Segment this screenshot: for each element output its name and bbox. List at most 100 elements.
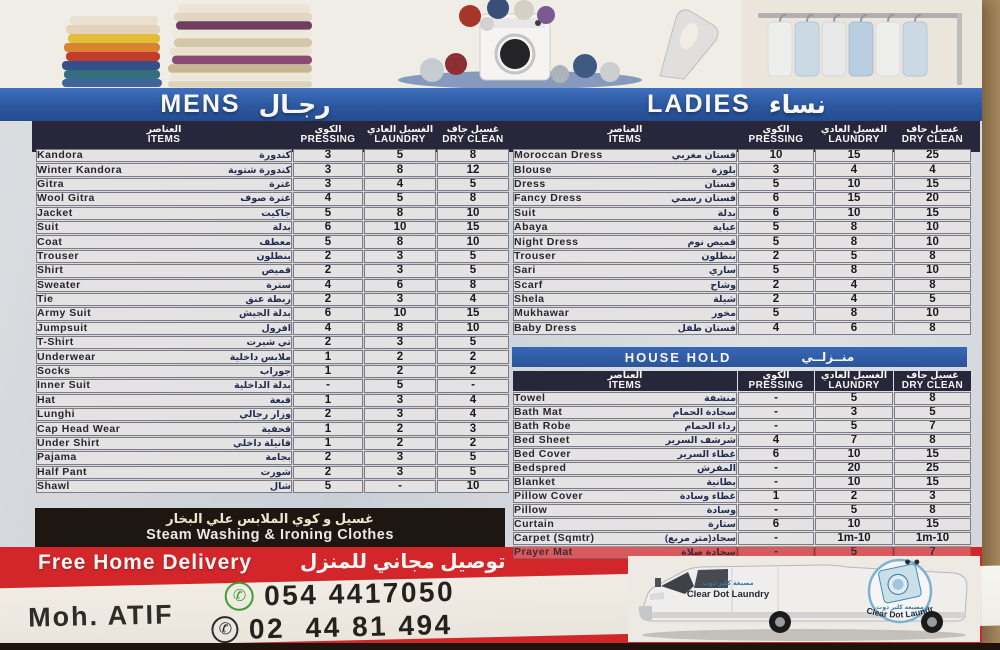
table-row-blouse: Blouse بلوزة 3 4 4 [513, 163, 971, 177]
item-name-ar: بنطلون [256, 250, 291, 262]
table-row-bedspred: Bedspred المفرش -20 25 [513, 462, 971, 476]
item-name-ar: غطاء السرير [677, 449, 736, 461]
table-row-baby-dress: Baby Dress فستان طفل 4 6 8 [513, 321, 971, 336]
ladies-title-en: LADIES [647, 90, 751, 118]
price-laundry: 5 [815, 504, 893, 518]
price-laundry: 2 [364, 422, 436, 436]
price-dry-clean: 4 [437, 408, 509, 422]
whatsapp-number: 054 4417050 [263, 575, 456, 611]
price-laundry: 8 [815, 264, 893, 278]
item-name-ar: غطاء وسادة [679, 491, 736, 503]
price-dry-clean: 8 [894, 504, 971, 518]
price-laundry: 8 [364, 321, 436, 336]
item-name-en: Bath Robe [514, 420, 571, 433]
price-laundry: 4 [815, 292, 893, 307]
item-name-ar: فستان طفل [677, 322, 736, 334]
table-row-pillow: Pillow وسادة -5 8 [513, 504, 971, 518]
item-name-en: Sweater [37, 278, 81, 291]
table-row-sari: Sari ساري 5 8 10 [513, 264, 971, 278]
price-dry-clean: 15 [437, 307, 509, 321]
item-name-en: Sari [514, 264, 536, 277]
item-name-ar: قحفية [261, 423, 291, 435]
price-pressing: 4 [738, 434, 814, 448]
item-name-ar: بدلة [717, 207, 736, 219]
table-row-half-pant: Half Pant شورت 2 3 5 [36, 465, 509, 479]
item-name-en: Pajama [37, 451, 77, 464]
van-windshield [661, 572, 694, 594]
price-pressing: - [738, 504, 814, 518]
item-name-ar: فانيلة داخلي [233, 438, 291, 449]
price-pressing: - [738, 392, 814, 406]
price-pressing: 2 [738, 249, 814, 264]
price-dry-clean: 5 [437, 177, 509, 192]
price-laundry: 3 [815, 406, 893, 420]
item-name-ar: شيلة [713, 294, 736, 306]
table-row-dress: Dress فستان 5 10 15 [513, 177, 971, 192]
item-name-en: Shawl [37, 480, 70, 493]
price-dry-clean: - [437, 379, 509, 393]
item-name-en: Bed Sheet [514, 434, 570, 447]
item-name-ar: قميص [261, 265, 291, 277]
price-dry-clean: 5 [437, 465, 509, 479]
table-row-shela: Shela شيلة 2 4 5 [513, 292, 971, 307]
price-dry-clean: 10 [894, 235, 971, 249]
price-laundry: - [364, 479, 436, 494]
table-row-moroccan-dress: Moroccan Dress فستان مغربي 10 15 25 [513, 149, 971, 163]
item-name-en: Carpet (Sqmtr) [514, 532, 595, 545]
table-row-pillow-cover: Pillow Cover غطاء وسادة 1 2 3 [513, 490, 971, 504]
price-dry-clean: 3 [894, 490, 971, 504]
item-name-ar: جوراب [259, 366, 291, 378]
item-name-en: Bed Cover [514, 448, 572, 461]
household-title-en: HOUSE HOLD [624, 349, 732, 365]
price-dry-clean: 8 [894, 249, 971, 264]
logo-text-arabic: مصبغة كلير دوت [876, 604, 924, 611]
price-laundry: 3 [364, 465, 436, 479]
column-header-row: العناصر ITEMS الكوي PRESSING الغسيل العادي… [36, 122, 509, 148]
column-header-items: العناصر ITEMS [513, 122, 737, 148]
price-pressing: 3 [293, 149, 363, 163]
price-pressing: - [293, 379, 363, 393]
table-row-socks: Socks جوراب 1 2 2 [36, 364, 509, 379]
price-laundry: 10 [364, 307, 436, 321]
item-name-ar: افرول [261, 322, 291, 334]
price-dry-clean: 10 [437, 206, 509, 220]
price-pressing: 6 [293, 220, 363, 235]
price-laundry: 8 [364, 235, 436, 249]
price-pressing: 5 [293, 235, 363, 249]
price-pressing: 4 [738, 321, 814, 336]
price-dry-clean: 8 [894, 434, 971, 448]
item-name-en: Bath Mat [514, 406, 563, 419]
price-laundry: 3 [364, 249, 436, 264]
price-laundry: 8 [815, 235, 893, 249]
item-name-ar: المفرش [696, 463, 736, 475]
price-laundry: 15 [815, 192, 893, 206]
price-pressing: 6 [738, 192, 814, 206]
table-row-winter-kandora: Winter Kandora كندورة شتوية 3 8 12 [36, 163, 509, 177]
table-row-gitra: Gitra غترة 3 4 5 [36, 177, 509, 192]
table-row-suit: Suit بدلة 6 10 15 [36, 220, 509, 235]
item-name-ar: ربطة عنق [245, 294, 291, 306]
price-laundry: 5 [815, 420, 893, 434]
price-pressing: 2 [293, 451, 363, 465]
price-dry-clean: 8 [894, 278, 971, 292]
column-header-row: العناصر ITEMS الكوي PRESSING الغسيل العادي… [513, 371, 971, 392]
iron-photo [659, 9, 719, 80]
price-dry-clean: 10 [437, 479, 509, 494]
household-title-ar: منــزلــي [801, 350, 855, 364]
table-row-scarf: Scarf وشاح 2 4 8 [513, 278, 971, 292]
price-dry-clean: 10 [894, 307, 971, 321]
item-name-en: Bedspred [514, 462, 567, 475]
price-dry-clean: 4 [437, 393, 509, 408]
item-name-en: Blouse [514, 163, 553, 176]
item-name-en: Suit [37, 221, 59, 234]
price-pressing: 4 [293, 192, 363, 206]
item-name-ar: عباية [712, 222, 736, 234]
price-laundry: 2 [364, 436, 436, 451]
table-row-kandora: Kandora كندورة 3 5 8 [36, 149, 509, 163]
price-laundry: 20 [815, 462, 893, 476]
van-door-text-arabic: مصبغة كلير دوت [702, 580, 753, 587]
price-dry-clean: 10 [437, 235, 509, 249]
price-laundry: 2 [815, 490, 893, 504]
